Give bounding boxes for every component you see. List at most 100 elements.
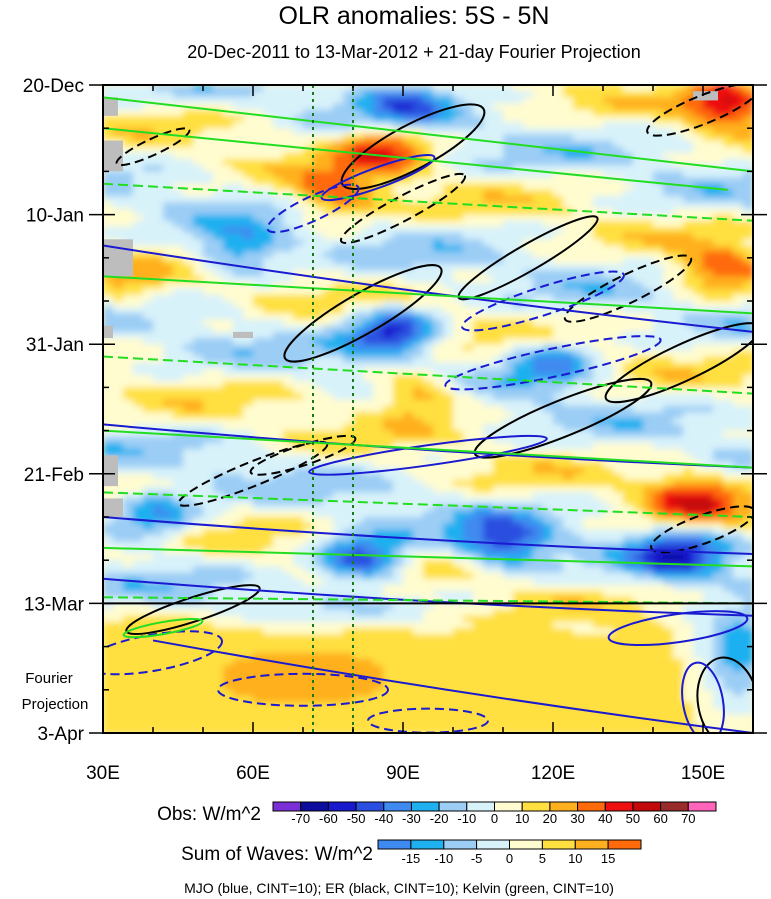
field-cell bbox=[393, 152, 404, 160]
field-cell bbox=[433, 220, 444, 228]
field-cell bbox=[603, 97, 614, 105]
field-cell bbox=[293, 523, 304, 530]
field-cell bbox=[263, 245, 274, 253]
field-cell bbox=[573, 115, 584, 123]
field-cell bbox=[593, 183, 604, 191]
field-cell bbox=[633, 245, 644, 253]
field-cell bbox=[263, 239, 274, 247]
field-cell bbox=[723, 276, 734, 284]
field-cell bbox=[473, 368, 484, 376]
field-cell bbox=[443, 165, 454, 172]
field-cell bbox=[233, 486, 244, 493]
field-cell bbox=[643, 492, 654, 500]
field-cell bbox=[133, 523, 144, 530]
field-cell bbox=[363, 554, 374, 561]
field-cell bbox=[533, 529, 544, 537]
field-cell bbox=[683, 208, 694, 216]
field-cell bbox=[683, 375, 694, 382]
field-cell bbox=[263, 276, 274, 284]
field-cell bbox=[213, 251, 224, 259]
field-cell bbox=[533, 449, 544, 456]
field-cell bbox=[663, 264, 674, 271]
field-cell bbox=[193, 412, 204, 419]
field-cell bbox=[393, 375, 404, 382]
field-cell bbox=[363, 208, 374, 216]
field-cell bbox=[153, 208, 164, 216]
field-cell bbox=[523, 282, 534, 290]
field-cell bbox=[543, 517, 554, 524]
field-cell bbox=[543, 498, 554, 506]
field-cell bbox=[243, 517, 254, 524]
field-cell bbox=[333, 264, 344, 271]
field-cell bbox=[303, 171, 314, 179]
field-cell bbox=[663, 399, 674, 407]
field-cell bbox=[243, 480, 254, 487]
field-cell bbox=[323, 424, 334, 432]
field-cell bbox=[483, 467, 494, 475]
field-cell bbox=[313, 430, 324, 438]
field-cell bbox=[333, 405, 344, 413]
field-cell bbox=[683, 381, 694, 388]
field-cell bbox=[503, 492, 514, 500]
field-cell bbox=[283, 159, 294, 166]
field-cell bbox=[743, 362, 753, 370]
field-cell bbox=[113, 412, 124, 419]
field-cell bbox=[143, 294, 154, 302]
field-cell bbox=[493, 183, 504, 191]
field-cell bbox=[103, 486, 114, 493]
field-cell bbox=[723, 208, 734, 216]
field-cell bbox=[363, 486, 374, 493]
field-cell bbox=[333, 152, 344, 160]
field-cell bbox=[273, 486, 284, 493]
field-cell bbox=[733, 338, 744, 345]
field-cell bbox=[413, 350, 424, 358]
field-cell bbox=[413, 455, 424, 463]
field-cell bbox=[343, 461, 354, 469]
field-cell bbox=[733, 504, 744, 512]
field-cell bbox=[593, 331, 604, 339]
field-cell bbox=[293, 381, 304, 388]
field-cell bbox=[523, 430, 534, 438]
field-cell bbox=[543, 313, 554, 321]
field-cell bbox=[333, 146, 344, 154]
field-cell bbox=[553, 202, 564, 210]
field-cell bbox=[173, 325, 184, 333]
field-cell bbox=[693, 239, 704, 247]
field-cell bbox=[563, 541, 574, 549]
field-cell bbox=[203, 171, 214, 179]
field-cell bbox=[403, 140, 414, 148]
field-cell bbox=[183, 220, 194, 228]
field-cell bbox=[583, 473, 594, 481]
field-cell bbox=[233, 128, 244, 135]
field-cell bbox=[343, 103, 354, 111]
field-cell bbox=[413, 480, 424, 487]
field-cell bbox=[563, 294, 574, 302]
field-cell bbox=[253, 480, 264, 487]
field-cell bbox=[713, 264, 724, 271]
field-cell bbox=[653, 529, 664, 537]
field-cell bbox=[743, 405, 753, 413]
field-cell bbox=[193, 399, 204, 407]
field-cell bbox=[293, 140, 304, 148]
field-cell bbox=[293, 109, 304, 117]
field-cell bbox=[393, 140, 404, 148]
field-cell bbox=[623, 510, 634, 518]
field-cell bbox=[573, 226, 584, 234]
field-cell bbox=[553, 473, 564, 481]
field-cell bbox=[413, 467, 424, 475]
field-cell bbox=[533, 547, 544, 555]
field-cell bbox=[543, 109, 554, 117]
field-cell bbox=[113, 282, 124, 290]
field-cell bbox=[543, 183, 554, 191]
field-cell bbox=[413, 449, 424, 456]
field-cell bbox=[463, 239, 474, 247]
field-cell bbox=[723, 523, 734, 530]
field-cell bbox=[223, 418, 234, 426]
field-cell bbox=[123, 319, 134, 327]
field-cell bbox=[543, 418, 554, 426]
field-cell bbox=[493, 226, 504, 234]
field-cell bbox=[303, 301, 314, 308]
field-cell bbox=[613, 91, 624, 98]
field-cell bbox=[373, 362, 384, 370]
field-cell bbox=[463, 220, 474, 228]
